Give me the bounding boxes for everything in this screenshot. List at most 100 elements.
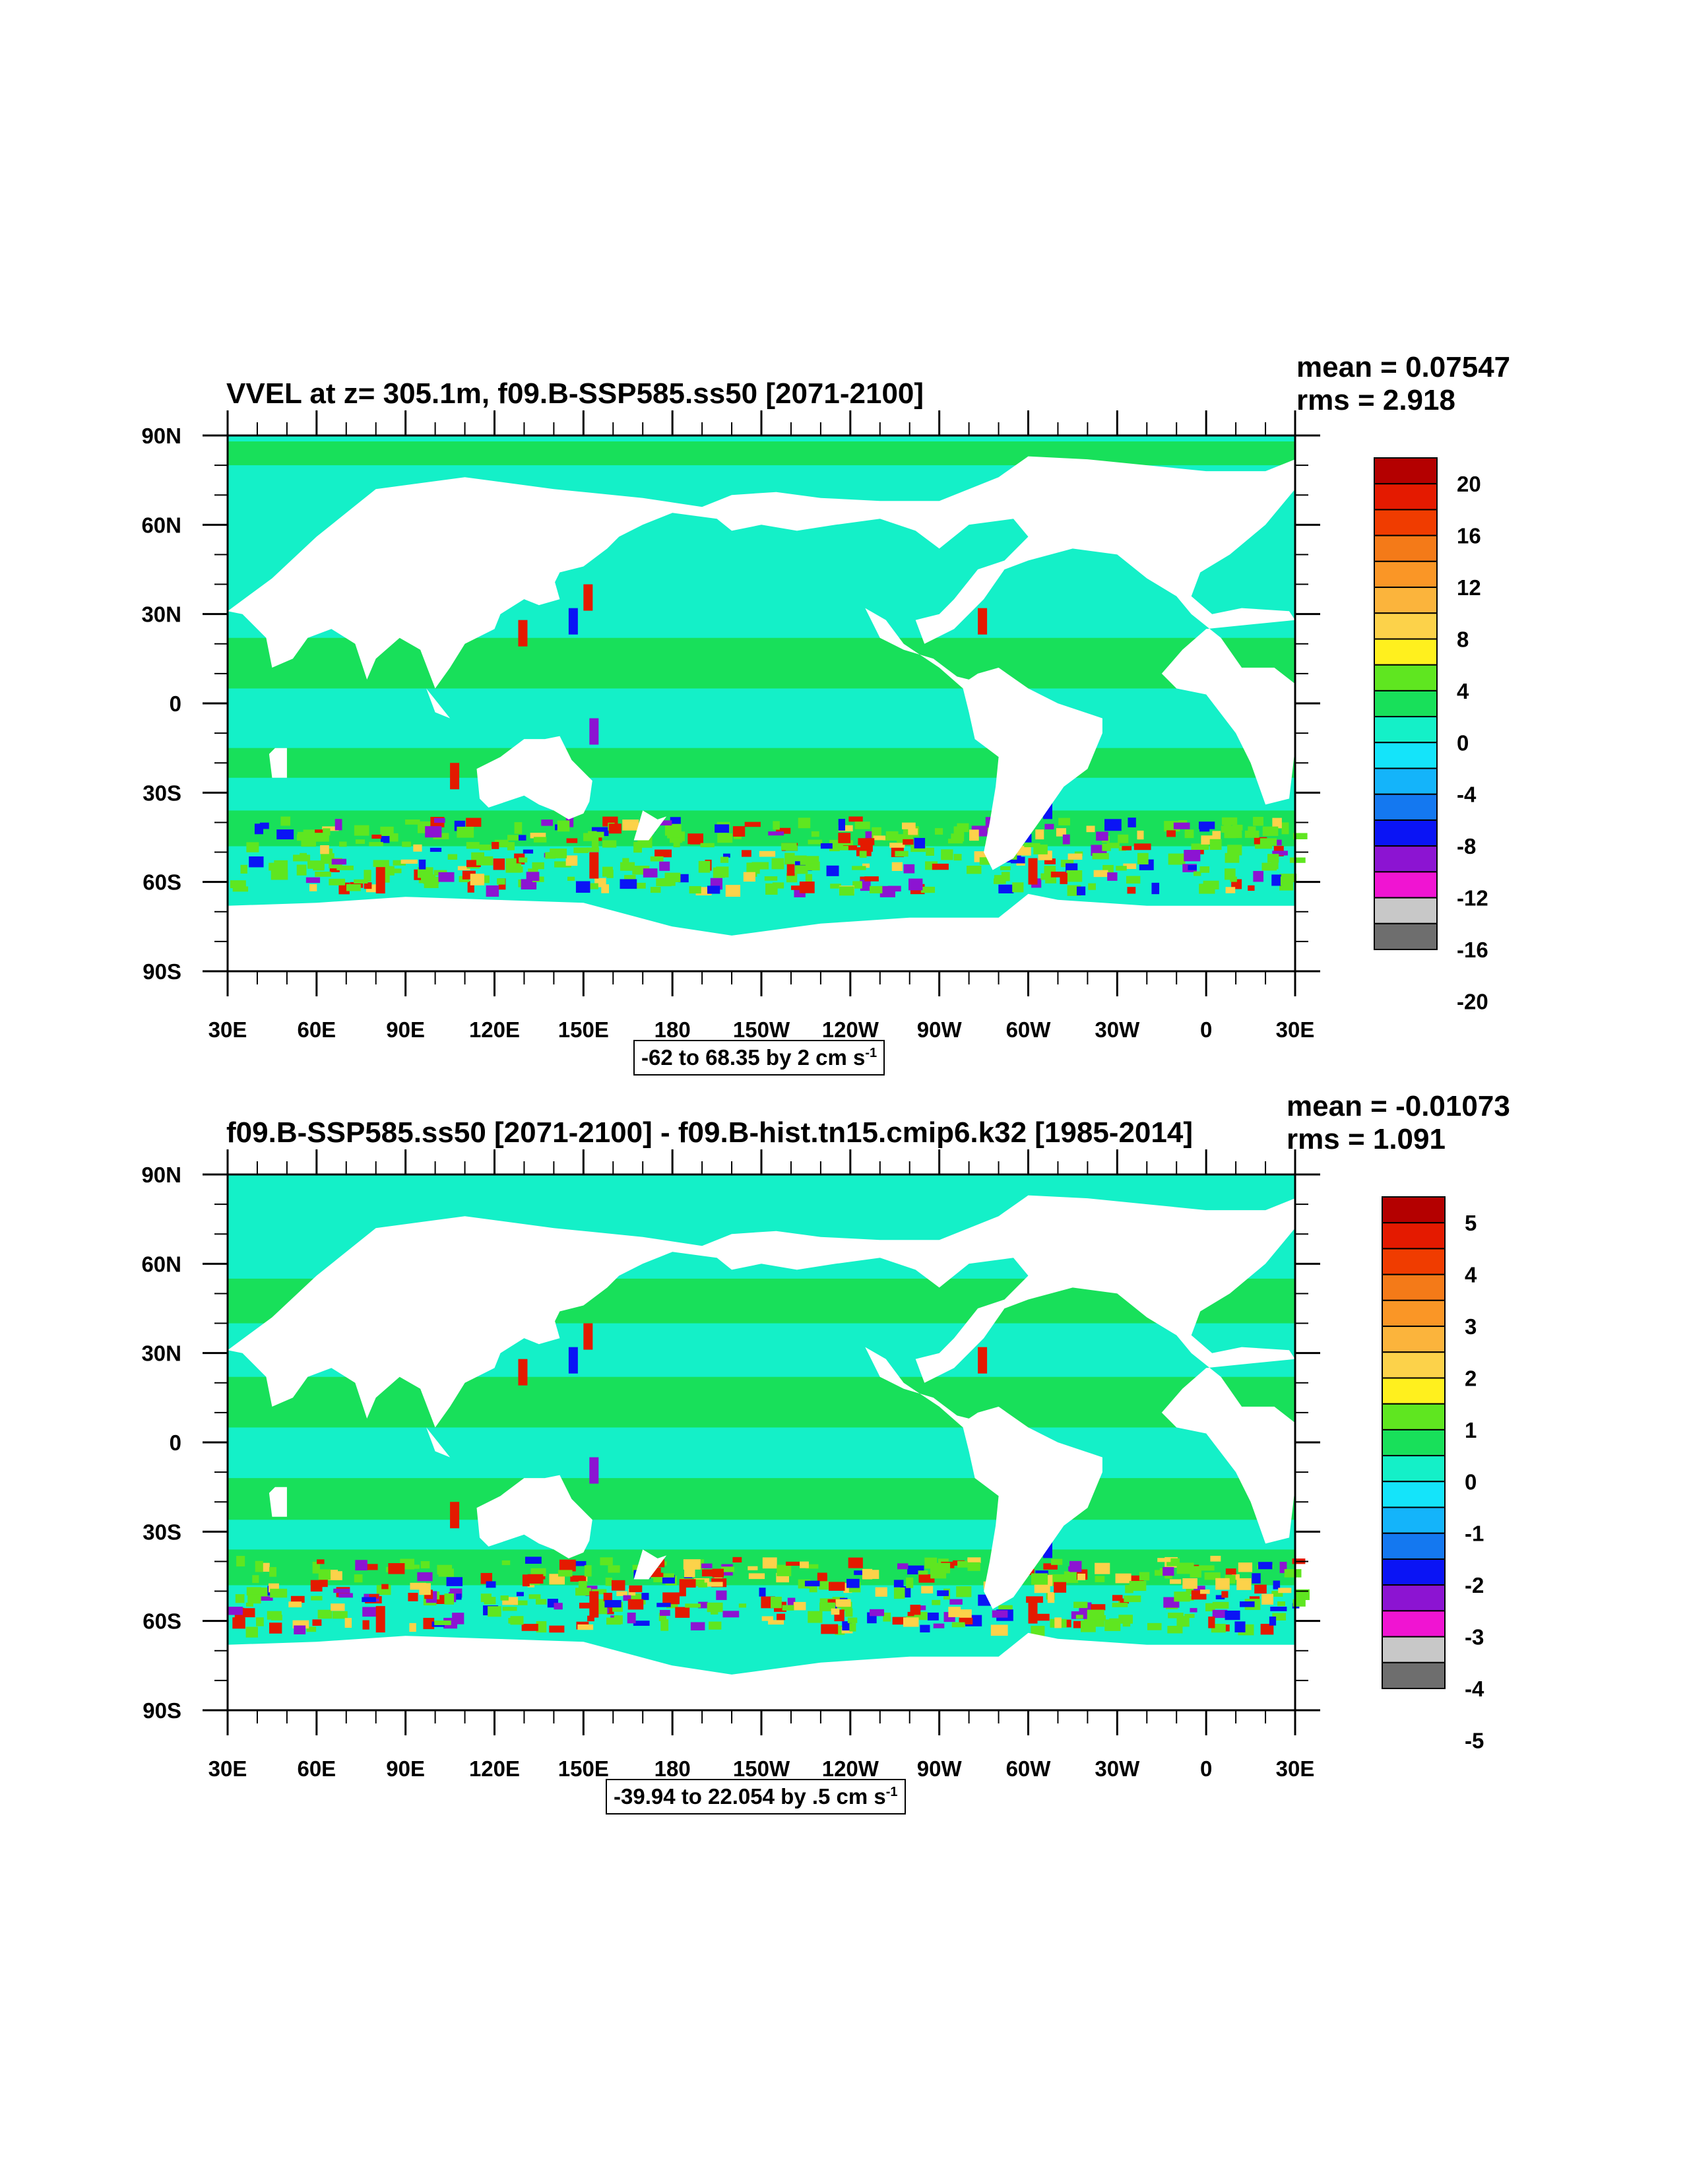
- field-cell: [333, 1611, 348, 1619]
- field-cell: [1225, 1610, 1240, 1621]
- land-mask: [865, 1347, 1102, 1609]
- field-cell: [859, 851, 867, 858]
- field-cell: [831, 1608, 840, 1615]
- field-cell: [1068, 853, 1083, 860]
- field-cell: [235, 1594, 245, 1603]
- field-cell: [865, 831, 874, 841]
- field-cell: [1115, 1573, 1131, 1584]
- field-cell: [800, 1561, 809, 1568]
- x-tick-label: 60E: [297, 1017, 336, 1042]
- field-cell: [777, 1564, 792, 1576]
- field-cell: [862, 863, 870, 868]
- field-cell: [852, 881, 862, 889]
- field-cell: [323, 828, 331, 836]
- field-cell: [486, 1581, 496, 1588]
- field-cell: [270, 1588, 288, 1598]
- field-cell: [768, 831, 784, 836]
- field-cell: [893, 1587, 905, 1599]
- field-cell: [1186, 1588, 1194, 1595]
- field-cell: [457, 826, 474, 838]
- field-cell: [1272, 818, 1282, 829]
- field-cell: [393, 860, 406, 866]
- field-cell: [1168, 1613, 1184, 1619]
- colorbar-label: -3: [1465, 1625, 1484, 1650]
- field-cell: [354, 1574, 363, 1583]
- field-cell: [948, 1607, 961, 1617]
- field-cell: [600, 1557, 613, 1566]
- field-cell: [447, 854, 458, 860]
- field-band: [228, 748, 1295, 778]
- field-cell: [1248, 885, 1255, 891]
- field-cell: [819, 1598, 834, 1605]
- field-cell: [862, 1570, 879, 1580]
- field-cell: [957, 1560, 968, 1568]
- colorbar-label: -5: [1465, 1728, 1484, 1752]
- colorbar-swatch: [1374, 664, 1438, 691]
- field-cell: [969, 829, 979, 841]
- field-cell: [654, 849, 672, 858]
- field-cell: [776, 827, 791, 834]
- field-cell: [354, 879, 368, 884]
- y-tick-label: 90S: [143, 1698, 181, 1723]
- field-cell: [1258, 1562, 1273, 1570]
- field-cell: [795, 865, 808, 874]
- field-cell: [269, 1566, 276, 1577]
- mean-stat: mean = -0.01073 rms = 1.091: [1287, 1090, 1510, 1156]
- colorbar-swatch: [1374, 509, 1438, 536]
- field-cell: [522, 1574, 530, 1587]
- colorbar-swatch: [1382, 1326, 1446, 1353]
- field-cell: [360, 1564, 378, 1570]
- field-cell: [1054, 1582, 1067, 1593]
- y-tick-label: 90N: [141, 1163, 181, 1187]
- colorbar-swatch: [1374, 742, 1438, 769]
- field-cell: [1086, 825, 1095, 833]
- field-cell: [698, 1601, 708, 1609]
- field-cell: [425, 826, 442, 838]
- colorbar-label: -4: [1457, 783, 1477, 807]
- field-cell: [1147, 1622, 1162, 1630]
- colorbar-swatch: [1382, 1351, 1446, 1379]
- field-cell: [587, 1615, 594, 1622]
- boundary-current: [450, 763, 460, 790]
- field-cell: [656, 1603, 671, 1607]
- field-cell: [423, 1617, 435, 1630]
- field-cell: [246, 842, 259, 852]
- field-cell: [616, 1591, 627, 1596]
- field-cell: [717, 833, 733, 843]
- y-tick-label: 30S: [143, 1520, 181, 1544]
- field-cell: [317, 1609, 333, 1619]
- field-cell: [1137, 830, 1144, 840]
- field-cell: [405, 819, 420, 825]
- rms-label: rms = 1.091: [1287, 1123, 1446, 1155]
- field-cell: [1163, 1566, 1174, 1576]
- field-cell: [373, 860, 389, 867]
- boundary-current: [583, 584, 593, 611]
- field-band: [228, 1376, 1295, 1428]
- field-cell: [424, 876, 439, 888]
- field-cell: [629, 1585, 643, 1593]
- field-cell: [521, 1624, 538, 1631]
- field-cell: [1252, 1573, 1261, 1584]
- field-cell: [481, 875, 490, 883]
- field-cell: [310, 1580, 323, 1592]
- field-cell: [525, 1557, 542, 1564]
- field-cell: [786, 1561, 800, 1566]
- field-cell: [937, 1590, 949, 1596]
- field-cell: [488, 1606, 501, 1617]
- field-cell: [593, 831, 604, 838]
- field-cell: [773, 821, 780, 830]
- land-mask: [269, 748, 287, 778]
- y-tick-label: 60N: [141, 513, 181, 537]
- field-cell: [732, 826, 746, 837]
- field-cell: [1289, 857, 1306, 863]
- x-tick-label: 30E: [208, 1017, 247, 1042]
- colorbar-swatch: [1382, 1299, 1446, 1328]
- field-cell: [1168, 853, 1186, 865]
- field-cell: [820, 843, 833, 849]
- field-cell: [690, 1622, 705, 1630]
- colorbar-swatch: [1382, 1661, 1446, 1689]
- field-cell: [927, 1612, 939, 1621]
- field-cell: [979, 857, 995, 865]
- field-cell: [829, 1582, 845, 1591]
- field-cell: [1238, 1562, 1253, 1572]
